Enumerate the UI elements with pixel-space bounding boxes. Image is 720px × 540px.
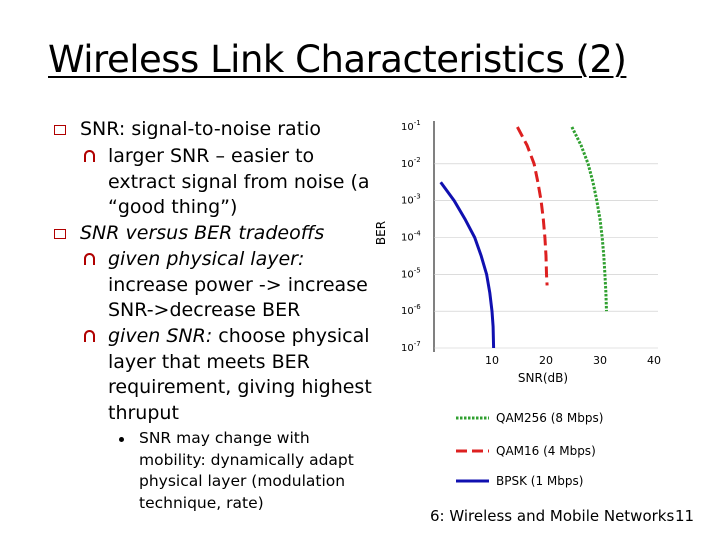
y-tick-label: 10-3 <box>401 193 421 207</box>
series-line-2 <box>516 126 549 286</box>
y-tick-label: 10-7 <box>401 340 421 354</box>
x-tick-label: 40 <box>647 354 661 367</box>
arch-bullet-icon <box>84 150 95 162</box>
y-tick-label: 10-5 <box>401 266 421 280</box>
x-tick-label: 30 <box>593 354 607 367</box>
series-line-1 <box>570 126 608 312</box>
square-bullet-icon <box>54 229 66 239</box>
y-tick-label: 10-6 <box>401 303 421 317</box>
square-bullet-icon <box>54 125 66 135</box>
dot-bullet-icon <box>119 437 124 442</box>
legend-label: QAM256 (8 Mbps) <box>496 411 603 425</box>
arch-bullet-icon <box>84 330 95 342</box>
y-tick-label: 10-4 <box>401 230 421 244</box>
footer-text: 6: Wireless and Mobile Networks <box>430 507 675 525</box>
legend-label: QAM16 (4 Mbps) <box>496 444 596 458</box>
legend-label: BPSK (1 Mbps) <box>496 474 583 488</box>
x-axis-label: SNR(dB) <box>518 371 568 385</box>
y-tick-label: 10-1 <box>401 119 421 133</box>
y-axis-label: BER <box>374 221 388 245</box>
x-tick-label: 20 <box>539 354 553 367</box>
slide-title: Wireless Link Characteristics (2) <box>48 38 627 81</box>
x-tick-label: 10 <box>485 354 499 367</box>
page-number: 11 <box>675 507 695 525</box>
series-line-3 <box>439 181 496 349</box>
y-tick-label: 10-2 <box>401 156 421 170</box>
arch-bullet-icon <box>84 253 95 265</box>
